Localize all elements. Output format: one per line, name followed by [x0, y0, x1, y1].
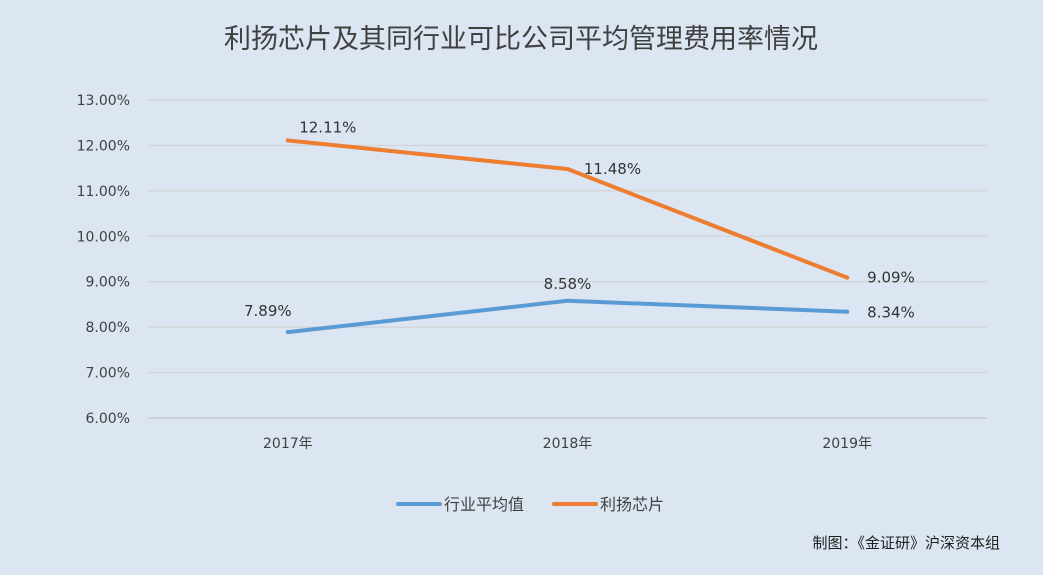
data-point	[285, 330, 290, 335]
data-point	[845, 275, 850, 280]
data-label: 7.89%	[244, 302, 292, 320]
y-tick-label: 10.00%	[77, 229, 130, 245]
legend: 行业平均值 利扬芯片	[396, 495, 664, 514]
y-axis-ticks: 6.00% 7.00% 8.00% 9.00% 10.00% 11.00% 12.00% 13…	[77, 93, 130, 427]
series-lines	[285, 138, 850, 335]
data-label: 9.09%	[867, 269, 915, 287]
data-point	[285, 138, 290, 143]
data-labels: 7.89% 8.58% 8.34% 12.11% 11.48% 9.09%	[244, 118, 915, 321]
y-tick-label: 12.00%	[77, 138, 130, 154]
y-tick-label: 6.00%	[86, 411, 130, 427]
y-tick-label: 7.00%	[86, 366, 130, 382]
data-point	[565, 167, 570, 172]
credit-note: 制图：《金证研》沪深资本组	[812, 534, 1000, 552]
gridlines	[148, 99, 987, 419]
legend-label: 行业平均值	[444, 495, 524, 514]
data-label: 11.48%	[584, 160, 641, 178]
data-point	[845, 309, 850, 314]
y-tick-label: 9.00%	[86, 275, 130, 291]
data-label: 8.58%	[544, 275, 592, 293]
x-tick-label: 2019年	[822, 436, 872, 452]
legend-label: 利扬芯片	[600, 495, 664, 514]
y-tick-label: 8.00%	[86, 320, 130, 336]
y-tick-label: 13.00%	[77, 93, 130, 109]
data-point	[565, 298, 570, 303]
data-label: 8.34%	[867, 304, 915, 322]
x-tick-label: 2018年	[543, 436, 593, 452]
data-label: 12.11%	[299, 118, 356, 136]
chart-title: 利扬芯片及其同行业可比公司平均管理费用率情况	[224, 24, 818, 55]
x-axis-ticks: 2017年 2018年 2019年	[263, 436, 872, 452]
y-tick-label: 11.00%	[77, 184, 130, 200]
series-line	[285, 138, 850, 280]
x-tick-label: 2017年	[263, 436, 313, 452]
